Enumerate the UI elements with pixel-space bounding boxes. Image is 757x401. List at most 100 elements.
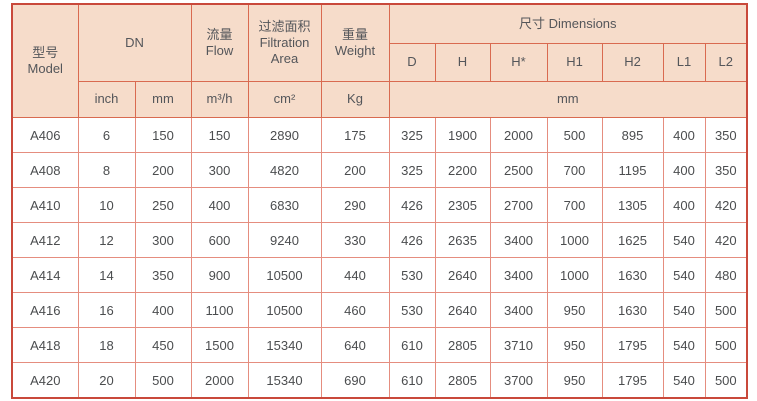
cell-dn-inch: 12 (77, 222, 136, 258)
cell-model: A416 (11, 292, 79, 328)
cell-dim-l2: 350 (704, 152, 748, 188)
col-header-dim-l2: L2 (704, 43, 748, 82)
cell-dim-d: 426 (388, 222, 436, 258)
cell-filtration-area: 10500 (247, 257, 322, 293)
cell-dim-l2: 420 (704, 222, 748, 258)
cell-dim-hstar: 3700 (489, 362, 548, 399)
cell-dim-h: 1900 (434, 117, 491, 153)
cell-filtration-area: 9240 (247, 222, 322, 258)
cell-dim-h: 2805 (434, 362, 491, 399)
cell-dn-mm: 350 (134, 257, 192, 293)
cell-dn-mm: 450 (134, 327, 192, 363)
cell-weight: 640 (320, 327, 390, 363)
col-header-weight-en: Weight (334, 43, 376, 58)
col-header-filtration-area: 过滤面积 Filtration Area (247, 3, 322, 82)
col-header-area-zh: 过滤面积 (258, 18, 311, 34)
cell-dim-h2: 1305 (601, 187, 664, 223)
col-header-dim-hstar: H* (489, 43, 548, 82)
cell-weight: 290 (320, 187, 390, 223)
cell-dim-h: 2640 (434, 257, 491, 293)
cell-model: A412 (11, 222, 79, 258)
col-header-flow: 流量 Flow (190, 3, 249, 82)
cell-dim-h1: 500 (546, 117, 603, 153)
cell-dn-inch: 8 (77, 152, 136, 188)
cell-flow: 600 (190, 222, 249, 258)
cell-dim-h2: 1630 (601, 257, 664, 293)
cell-model: A406 (11, 117, 79, 153)
cell-dim-l1: 540 (662, 222, 706, 258)
cell-dim-hstar: 2000 (489, 117, 548, 153)
unit-mm: mm (134, 81, 192, 118)
cell-dim-d: 426 (388, 187, 436, 223)
col-header-dim-h1: H1 (546, 43, 603, 82)
cell-dim-l1: 540 (662, 292, 706, 328)
cell-model: A410 (11, 187, 79, 223)
cell-dim-l2: 480 (704, 257, 748, 293)
col-header-dim-l1: L1 (662, 43, 706, 82)
cell-flow: 900 (190, 257, 249, 293)
cell-dim-l1: 400 (662, 187, 706, 223)
cell-flow: 150 (190, 117, 249, 153)
cell-dim-hstar: 2700 (489, 187, 548, 223)
cell-model: A420 (11, 362, 79, 399)
col-header-dn: DN (77, 3, 192, 82)
col-header-area-en: Filtration Area (259, 34, 310, 67)
cell-flow: 2000 (190, 362, 249, 399)
cell-dim-h1: 700 (546, 187, 603, 223)
cell-dim-h1: 950 (546, 292, 603, 328)
table-row: A418 18 450 1500 15340 640 610 2805 3710 950 1795 5… (11, 327, 748, 363)
cell-filtration-area: 15340 (247, 327, 322, 363)
cell-filtration-area: 2890 (247, 117, 322, 153)
cell-flow: 1100 (190, 292, 249, 328)
cell-dn-inch: 18 (77, 327, 136, 363)
table-row: A406 6 150 150 2890 175 325 1900 2000 500 895 400 35… (11, 117, 748, 153)
cell-weight: 690 (320, 362, 390, 399)
table-row: A416 16 400 1100 10500 460 530 2640 3400 950 1630 5… (11, 292, 748, 328)
spec-table: 型号 Model DN 流量 Flow 过滤面积 Filtration Area… (11, 3, 749, 399)
cell-filtration-area: 15340 (247, 362, 322, 399)
cell-weight: 440 (320, 257, 390, 293)
cell-weight: 460 (320, 292, 390, 328)
cell-dim-h2: 1630 (601, 292, 664, 328)
col-header-model-zh: 型号 (32, 44, 59, 60)
cell-dim-hstar: 3400 (489, 257, 548, 293)
cell-model: A418 (11, 327, 79, 363)
cell-dim-l1: 540 (662, 362, 706, 399)
table-row: A412 12 300 600 9240 330 426 2635 3400 1000 1625 54… (11, 222, 748, 258)
cell-dn-inch: 14 (77, 257, 136, 293)
cell-flow: 300 (190, 152, 249, 188)
col-header-flow-zh: 流量 (206, 26, 233, 42)
col-header-weight: 重量 Weight (320, 3, 390, 82)
cell-dim-h1: 1000 (546, 257, 603, 293)
cell-filtration-area: 6830 (247, 187, 322, 223)
cell-weight: 330 (320, 222, 390, 258)
cell-dim-h: 2805 (434, 327, 491, 363)
col-header-weight-zh: 重量 (341, 26, 368, 42)
col-header-dim-h: H (434, 43, 491, 82)
cell-dn-mm: 500 (134, 362, 192, 399)
cell-dim-d: 530 (388, 292, 436, 328)
cell-flow: 1500 (190, 327, 249, 363)
cell-dim-d: 530 (388, 257, 436, 293)
cell-dim-l2: 500 (704, 362, 748, 399)
cell-filtration-area: 4820 (247, 152, 322, 188)
cell-dim-h2: 895 (601, 117, 664, 153)
cell-dim-h2: 1795 (601, 362, 664, 399)
cell-dim-h1: 950 (546, 362, 603, 399)
table-row: A420 20 500 2000 15340 690 610 2805 3700 950 1795 5… (11, 362, 748, 399)
cell-dim-h2: 1795 (601, 327, 664, 363)
cell-dim-d: 610 (388, 362, 436, 399)
cell-dim-l1: 400 (662, 152, 706, 188)
cell-weight: 175 (320, 117, 390, 153)
cell-dim-h1: 950 (546, 327, 603, 363)
table-body: A406 6 150 150 2890 175 325 1900 2000 500 895 400 35… (11, 117, 748, 399)
table-header: 型号 Model DN 流量 Flow 过滤面积 Filtration Area… (11, 3, 748, 118)
cell-dn-mm: 250 (134, 187, 192, 223)
cell-dn-inch: 6 (77, 117, 136, 153)
cell-dn-inch: 10 (77, 187, 136, 223)
cell-weight: 200 (320, 152, 390, 188)
col-header-flow-en: Flow (205, 43, 234, 58)
unit-flow: m³/h (190, 81, 249, 118)
cell-dim-h1: 700 (546, 152, 603, 188)
